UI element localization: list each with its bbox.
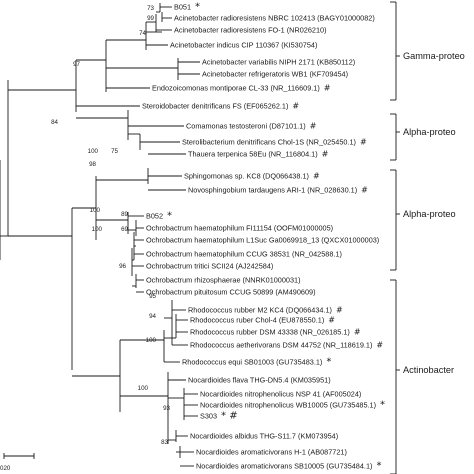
taxon-label: Steroidobacter denitrificans FS (EF06526…	[142, 102, 299, 111]
taxon-label: Ochrobactrum rhizosphaerae (NNRK01000031…	[146, 276, 301, 285]
taxon-label: Nocardioides aromaticivorans H-1 (AB0877…	[196, 448, 347, 457]
taxon-label: B051 *	[174, 2, 200, 13]
marker-symbol: #	[322, 150, 329, 159]
group-brackets	[390, 1, 400, 474]
taxon-label: Endozoicomonas montiporae CL-33 (NR_1166…	[152, 84, 331, 93]
taxon-label: Nocardioides albidus THG-S11.7 (KM073954…	[190, 432, 338, 441]
taxon-label: Nocardioides nitrophenolicus WB10005 (GU…	[200, 400, 385, 411]
taxon-label: Nocardioides aromaticivorans SB10005 (GU…	[196, 461, 381, 472]
taxon-label: Sphingomonas sp. KC8 (DQ066438.1) #	[184, 172, 320, 181]
marker-symbol: *	[195, 2, 200, 13]
taxon-label: Nocardioides flava THG-DN5.4 (KM035951)	[188, 376, 331, 385]
taxon-label: Acinetobacter variabilis NIPH 2171 (KB85…	[202, 58, 355, 67]
marker-symbol: #	[328, 316, 335, 325]
bootstrap-value: 94	[149, 313, 156, 320]
bootstrap-value: 69	[121, 226, 128, 233]
bootstrap-value: 84	[51, 119, 58, 126]
taxon-label: Rhodococcus rubber DSM 43338 (NR_026185.…	[190, 328, 361, 337]
taxon-labels: B051 *Acinetobacter radioresistens NBRC 1…	[142, 2, 385, 472]
taxon-label: Acinetobacter refrigeratoris WB1 (KF7094…	[202, 70, 348, 79]
taxon-label: Comamonas testosteroni (D87101.1) #	[186, 122, 317, 131]
group-labels: Gamma-proteo Alpha-proteo Alpha-proteo Acti…	[403, 51, 465, 375]
marker-symbol: #	[336, 306, 343, 315]
group-label: Actinobacter	[403, 365, 454, 375]
bootstrap-value: 89	[121, 211, 128, 218]
bootstrap-value: 95	[149, 293, 156, 300]
marker-symbol: #	[310, 122, 317, 131]
taxon-label: Novosphingobium tardaugens ARI-1 (NR_028…	[188, 186, 368, 195]
bootstrap-value: 100	[90, 207, 101, 214]
scale-bar: 020	[0, 453, 35, 472]
bootstrap-value: 100	[92, 226, 103, 233]
taxon-label: Ochrobactrum pituitosum CCUG 50899 (AM49…	[146, 288, 316, 297]
tree-branches	[0, 3, 200, 467]
bootstrap-value: 83	[161, 439, 168, 446]
bootstrap-value: 93	[163, 405, 170, 412]
bootstrap-value: 73	[147, 5, 154, 12]
marker-symbol: * #	[221, 411, 238, 422]
taxon-label: Ochrobactrum haematophilum L1Suc Ga00699…	[146, 236, 379, 245]
taxon-label: Rhodococcus aetherivorans DSM 44752 (NR_…	[190, 341, 383, 350]
marker-symbol: *	[167, 211, 172, 222]
taxon-label: B052 *	[146, 211, 172, 222]
taxon-label: Ochrobactrum tritici SCII24 (AJ242584)	[146, 262, 273, 271]
marker-symbol: #	[324, 84, 331, 93]
taxon-label: Acinetobacter radioresistens FO-1 (NR026…	[174, 26, 327, 35]
taxon-label: Sterolibacterium denitrificans Chol-1S (…	[182, 138, 367, 147]
bootstrap-value: 96	[119, 263, 126, 270]
bootstrap-value: 98	[89, 161, 96, 168]
bootstrap-value: 74	[139, 30, 146, 37]
group-label: Gamma-proteo	[403, 51, 465, 61]
scale-bar-label: 020	[0, 465, 11, 472]
taxon-label: Ochrobactrum haematophilum FI11154 (OOFM…	[146, 224, 333, 233]
taxon-label: Thauera terpenica 58Eu (NR_116804.1) #	[188, 150, 329, 159]
bootstrap-value: 100	[138, 385, 149, 392]
marker-symbol: #	[361, 186, 368, 195]
marker-symbol: #	[376, 341, 383, 350]
taxon-label: Nocardioides nitrophenolicus NSP 41 (AF0…	[200, 390, 361, 399]
bootstrap-values: 73 99 74 97 84 100 75 98 100 89 69 100 96 95 94 100 100 9…	[51, 5, 170, 446]
marker-symbol: #	[313, 172, 320, 181]
taxon-label: Rhodococcus rubber M2 KC4 (DQ066434.1) #	[188, 306, 343, 315]
bootstrap-value: 100	[146, 337, 157, 344]
taxon-label: Acinetobacter radioresistens NBRC 102413…	[174, 14, 375, 23]
group-label: Alpha-proteo	[403, 209, 456, 219]
marker-symbol: #	[360, 138, 367, 147]
marker-symbol: *	[326, 357, 331, 368]
taxon-label: Ochrobactrum haematophilum CCUG 38531 (N…	[146, 250, 342, 259]
taxon-label: Acinetobacter indicus CIP 110367 (KI5307…	[170, 41, 317, 50]
marker-symbol: *	[376, 461, 381, 472]
marker-symbol: #	[354, 328, 361, 337]
marker-symbol: #	[292, 102, 299, 111]
taxon-label: Rhodococcus equi SB01003 (GU735483.1) *	[182, 357, 331, 368]
group-label: Alpha-proteo	[403, 127, 456, 137]
taxon-label: S303 * #	[200, 411, 238, 422]
bootstrap-value: 99	[147, 15, 154, 22]
marker-symbol: *	[380, 400, 385, 411]
bootstrap-value: 75	[111, 148, 118, 155]
bootstrap-value: 100	[88, 148, 99, 155]
bootstrap-value: 97	[73, 61, 80, 68]
taxon-label: Rhodococcus ruber Chol-4 (EU878550.1) #	[190, 316, 335, 325]
